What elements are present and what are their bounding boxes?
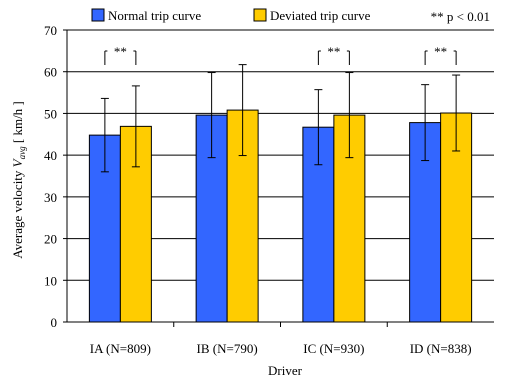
bars <box>89 110 471 322</box>
y-tick-label-0: 0 <box>51 315 58 330</box>
y-axis-label-prefix: Average velocity <box>10 167 25 258</box>
x-tick-label-2: IC (N=930) <box>303 341 364 356</box>
y-tick-labels: 0 10 20 30 40 50 60 70 <box>44 23 57 330</box>
legend: Normal trip curve Deviated trip curve <box>92 8 371 23</box>
y-tick-label-30: 30 <box>44 190 57 205</box>
x-axis-label: Driver <box>268 363 303 378</box>
legend-label-0: Normal trip curve <box>108 8 201 23</box>
y-tick-label-60: 60 <box>44 65 57 80</box>
y-tick-label-40: 40 <box>44 148 57 163</box>
y-tick-label-70: 70 <box>44 23 57 38</box>
y-tick-label-10: 10 <box>44 273 57 288</box>
x-tick-label-0: IA (N=809) <box>90 341 151 356</box>
sig-marker-2: ** <box>327 44 340 59</box>
x-tick-labels: IA (N=809) IB (N=790) IC (N=930) ID (N=838) <box>90 341 472 356</box>
significance-note: ** p < 0.01 <box>431 9 490 24</box>
error-bars <box>101 65 460 172</box>
significance-brackets: ** ** ** <box>105 44 456 65</box>
y-axis-label: Average velocity Vavg [ km/h ] <box>10 101 27 259</box>
legend-swatch-1 <box>254 9 266 21</box>
y-axis-label-sub: avg <box>17 146 27 159</box>
y-tick-label-50: 50 <box>44 106 57 121</box>
y-axis-label-unit: [ km/h ] <box>10 101 25 146</box>
x-tick-label-3: ID (N=838) <box>410 341 472 356</box>
legend-swatch-0 <box>92 9 104 21</box>
sig-marker-3: ** <box>434 44 447 59</box>
x-tick-label-1: IB (N=790) <box>197 341 258 356</box>
legend-label-1: Deviated trip curve <box>270 8 371 23</box>
sig-marker-0: ** <box>114 44 127 59</box>
y-tick-label-20: 20 <box>44 232 57 247</box>
